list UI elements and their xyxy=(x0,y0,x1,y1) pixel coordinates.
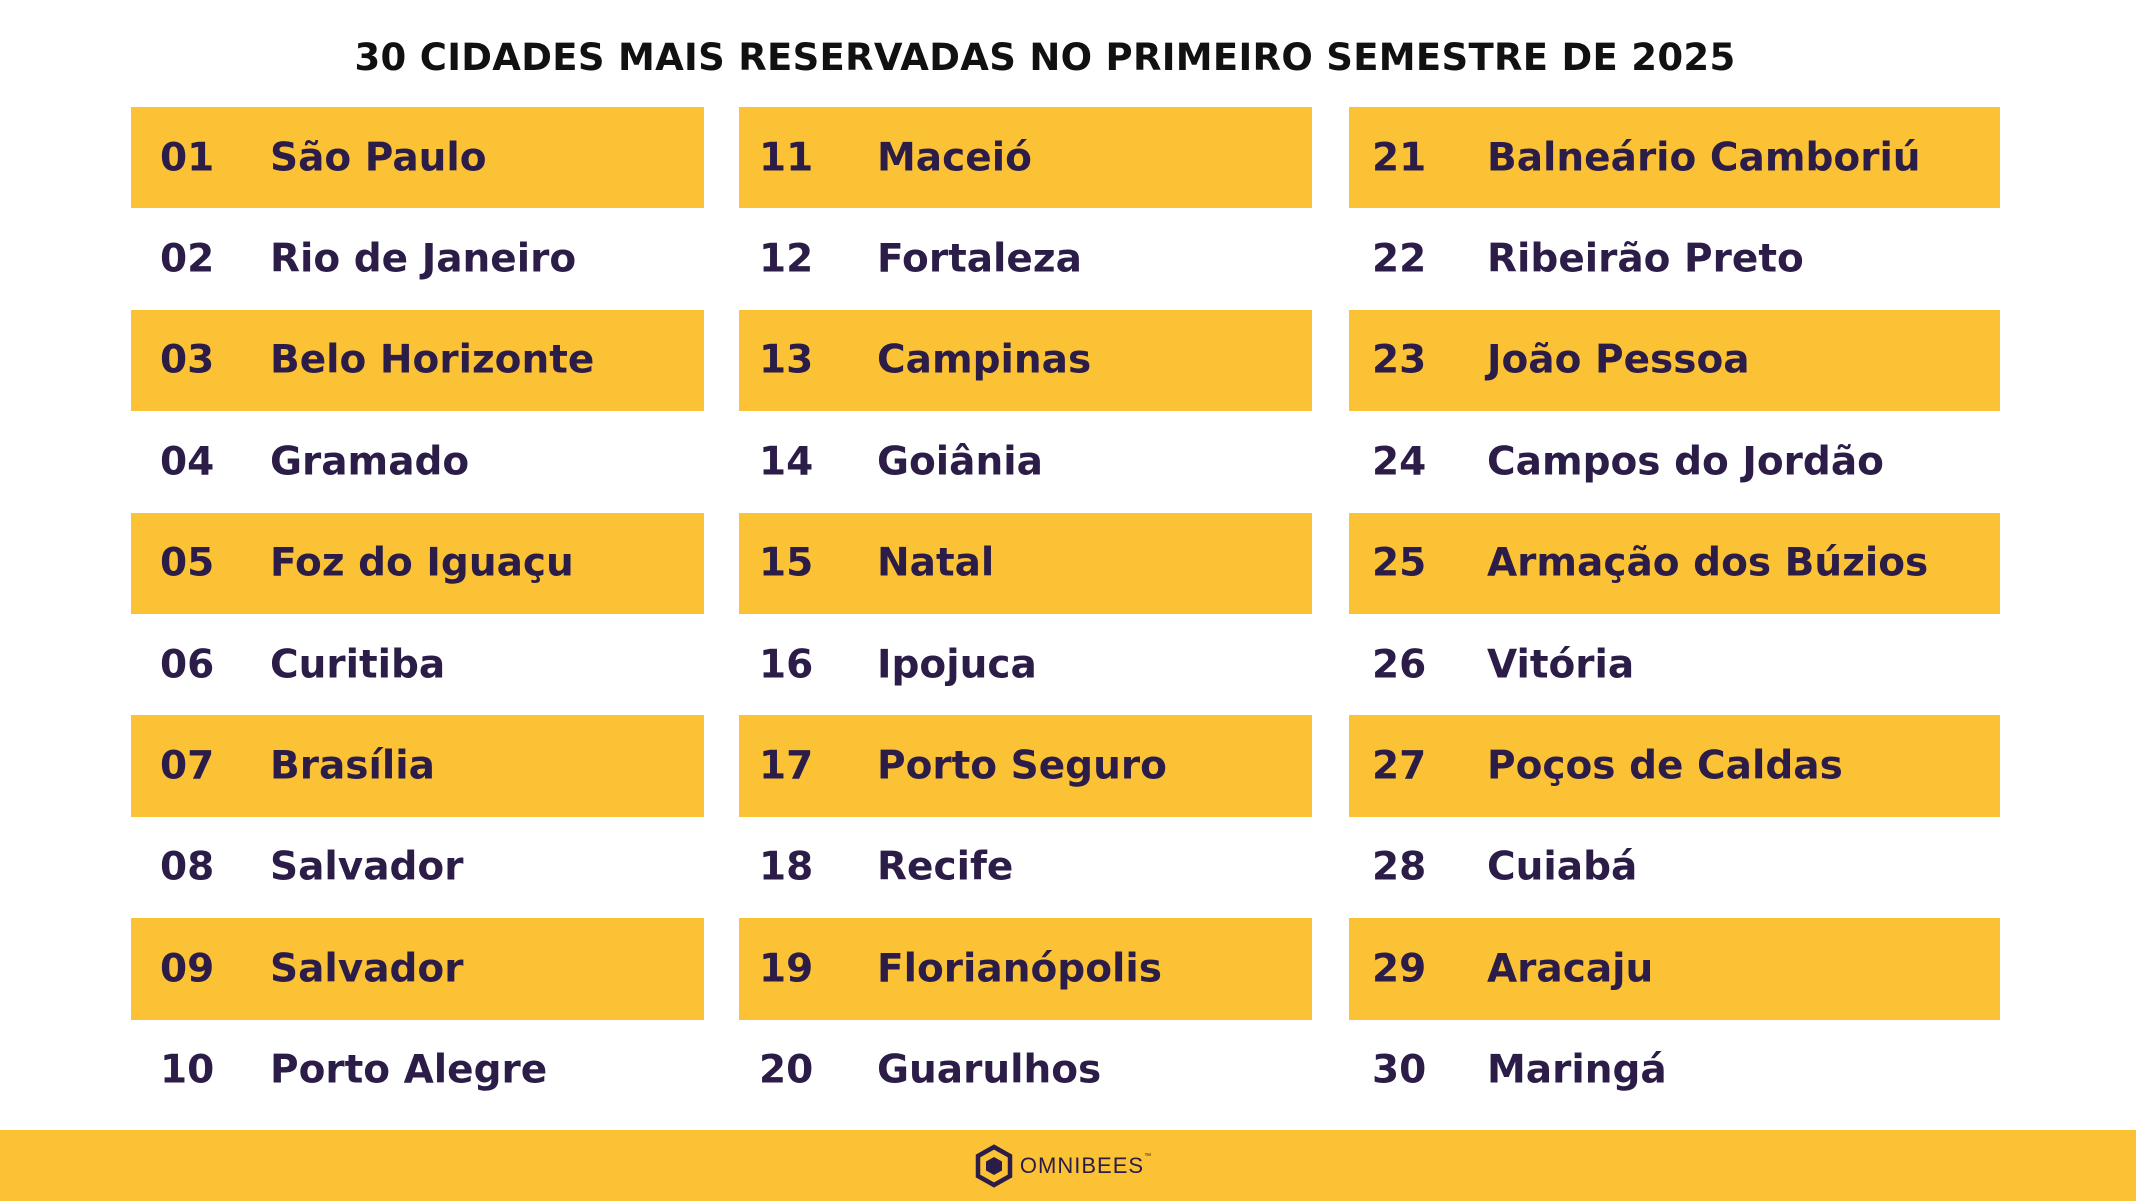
rank-number: 23 xyxy=(1372,337,1427,383)
city-name: Campinas xyxy=(877,337,1092,383)
rank-number: 07 xyxy=(160,743,215,789)
city-name: Armação dos Búzios xyxy=(1487,540,1929,586)
ranking-row: 30 Maringá xyxy=(1349,1020,2000,1121)
ranking-row: 12 Fortaleza xyxy=(739,208,1312,309)
rank-number: 27 xyxy=(1372,743,1427,789)
ranking-row: 15 Natal xyxy=(739,512,1312,614)
city-name: Porto Alegre xyxy=(270,1047,548,1093)
rank-number: 19 xyxy=(759,946,814,992)
ranking-row: 01 São Paulo xyxy=(131,107,704,209)
rank-number: 18 xyxy=(759,844,814,890)
city-name: Florianópolis xyxy=(877,946,1162,992)
rank-number: 14 xyxy=(759,439,814,485)
rank-number: 03 xyxy=(160,337,215,383)
city-name: Goiânia xyxy=(877,439,1043,485)
rank-number: 26 xyxy=(1372,642,1427,688)
ranking-row: 21 Balneário Camboriú xyxy=(1349,107,2000,209)
city-name: Foz do Iguaçu xyxy=(270,540,574,586)
rank-number: 08 xyxy=(160,844,215,890)
hexagon-logo-icon xyxy=(975,1143,1013,1188)
ranking-row: 04 Gramado xyxy=(131,411,704,512)
ranking-row: 26 Vitória xyxy=(1349,614,2000,715)
city-name: Cuiabá xyxy=(1487,844,1638,890)
rank-number: 25 xyxy=(1372,540,1427,586)
ranking-column-1: 01 São Paulo 02 Rio de Janeiro 03 Belo Horizo… xyxy=(131,107,704,1121)
city-name: Vitória xyxy=(1487,642,1635,688)
footer-bar: OMNIBEES™ xyxy=(0,1130,2136,1201)
rank-number: 16 xyxy=(759,642,814,688)
rank-number: 29 xyxy=(1372,946,1427,992)
rank-number: 09 xyxy=(160,946,215,992)
city-name: Curitiba xyxy=(270,642,446,688)
rank-number: 02 xyxy=(160,236,215,282)
city-name: Natal xyxy=(877,540,995,586)
city-name: Fortaleza xyxy=(877,236,1082,282)
rank-number: 28 xyxy=(1372,844,1427,890)
city-name: Recife xyxy=(877,844,1014,890)
ranking-row: 27 Poços de Caldas xyxy=(1349,715,2000,817)
ranking-row: 09 Salvador xyxy=(131,918,704,1020)
rank-number: 13 xyxy=(759,337,814,383)
city-name: Belo Horizonte xyxy=(270,337,595,383)
ranking-row: 17 Porto Seguro xyxy=(739,715,1312,817)
ranking-row: 23 João Pessoa xyxy=(1349,309,2000,412)
city-name: Balneário Camboriú xyxy=(1487,135,1921,181)
rank-number: 05 xyxy=(160,540,215,586)
city-name: Salvador xyxy=(270,946,464,992)
ranking-row: 25 Armação dos Búzios xyxy=(1349,512,2000,614)
ranking-row: 29 Aracaju xyxy=(1349,918,2000,1020)
ranking-row: 22 Ribeirão Preto xyxy=(1349,208,2000,309)
rank-number: 30 xyxy=(1372,1047,1427,1093)
city-name: Guarulhos xyxy=(877,1047,1102,1093)
city-name: Salvador xyxy=(270,844,464,890)
rank-number: 06 xyxy=(160,642,215,688)
rank-number: 10 xyxy=(160,1047,215,1093)
rank-number: 21 xyxy=(1372,135,1427,181)
rank-number: 12 xyxy=(759,236,814,282)
city-name: Porto Seguro xyxy=(877,743,1167,789)
rank-number: 01 xyxy=(160,135,215,181)
logo-text: OMNIBEES™ xyxy=(1019,1152,1153,1178)
ranking-row: 19 Florianópolis xyxy=(739,918,1312,1020)
ranking-row: 20 Guarulhos xyxy=(739,1020,1312,1121)
ranking-column-2: 11 Maceió 12 Fortaleza 13 Campinas 14 Goiânia 15… xyxy=(739,107,1312,1121)
ranking-row: 10 Porto Alegre xyxy=(131,1020,704,1121)
city-name: Ribeirão Preto xyxy=(1487,236,1804,282)
rank-number: 20 xyxy=(759,1047,814,1093)
ranking-row: 28 Cuiabá xyxy=(1349,817,2000,918)
ranking-row: 02 Rio de Janeiro xyxy=(131,208,704,309)
ranking-row: 18 Recife xyxy=(739,817,1312,918)
ranking-row: 08 Salvador xyxy=(131,817,704,918)
ranking-row: 11 Maceió xyxy=(739,107,1312,209)
city-name: Gramado xyxy=(270,439,470,485)
rank-number: 15 xyxy=(759,540,814,586)
ranking-row: 24 Campos do Jordão xyxy=(1349,411,2000,512)
city-name: Brasília xyxy=(270,743,435,789)
ranking-row: 06 Curitiba xyxy=(131,614,704,715)
city-name: Maringá xyxy=(1487,1047,1667,1093)
ranking-column-3: 21 Balneário Camboriú 22 Ribeirão Preto 23 Jo… xyxy=(1349,107,2000,1121)
city-name: Rio de Janeiro xyxy=(270,236,577,282)
rank-number: 17 xyxy=(759,743,814,789)
ranking-row: 05 Foz do Iguaçu xyxy=(131,512,704,614)
ranking-row: 14 Goiânia xyxy=(739,411,1312,512)
rank-number: 11 xyxy=(759,135,814,181)
ranking-row: 16 Ipojuca xyxy=(739,614,1312,715)
city-name: Aracaju xyxy=(1487,946,1654,992)
rank-number: 04 xyxy=(160,439,215,485)
ranking-row: 13 Campinas xyxy=(739,309,1312,412)
ranking-row: 03 Belo Horizonte xyxy=(131,309,704,412)
city-name: Campos do Jordão xyxy=(1487,439,1884,485)
city-name: Maceió xyxy=(877,135,1032,181)
rank-number: 22 xyxy=(1372,236,1427,282)
city-name: São Paulo xyxy=(270,135,487,181)
ranking-row: 07 Brasília xyxy=(131,715,704,817)
omnibees-logo: OMNIBEES™ xyxy=(974,1143,1153,1188)
city-name: Ipojuca xyxy=(877,642,1037,688)
page-title: 30 CIDADES MAIS RESERVADAS NO PRIMEIRO S… xyxy=(354,36,1736,79)
rank-number: 24 xyxy=(1372,439,1427,485)
city-name: Poços de Caldas xyxy=(1487,743,1843,789)
city-name: João Pessoa xyxy=(1487,337,1750,383)
